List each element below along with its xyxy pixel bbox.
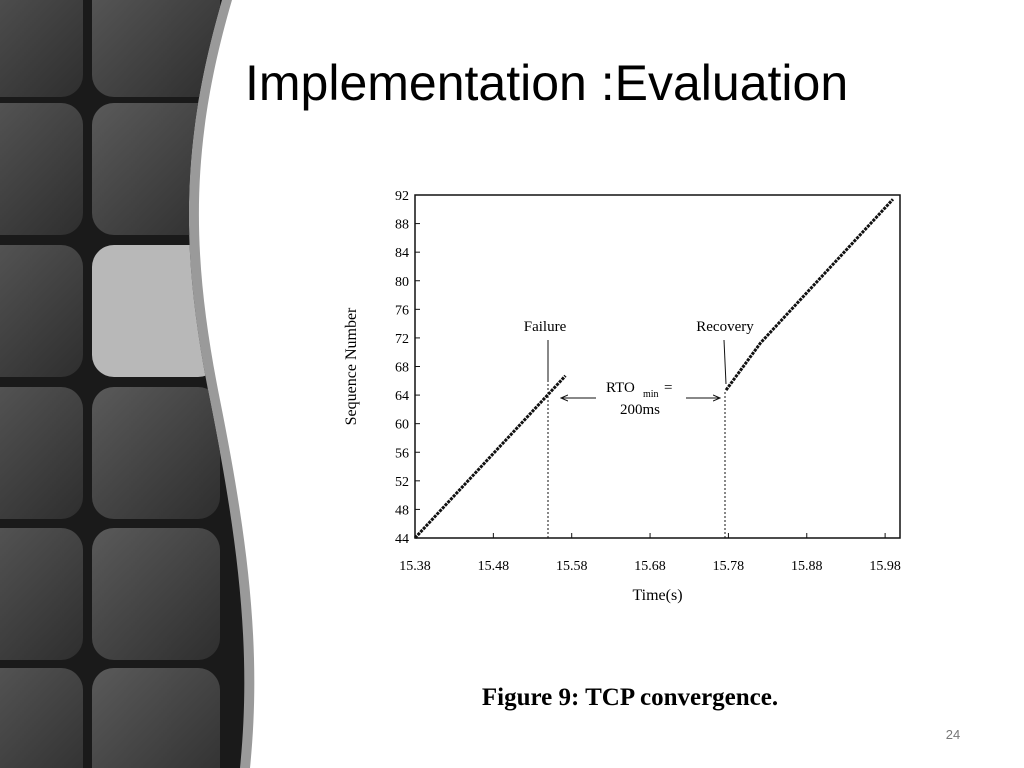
- y-tick-label: 84: [395, 246, 409, 261]
- decor-panel: [0, 0, 255, 768]
- x-tick-label: 15.48: [478, 559, 510, 574]
- recovery-pointer: [723, 339, 727, 385]
- y-tick-label: 72: [395, 332, 409, 347]
- x-tick-label: 15.78: [713, 559, 745, 574]
- annotation: Failure: [524, 319, 567, 335]
- annotation: =: [664, 380, 672, 396]
- chart: 44 48 52 56 60 64 68 72 76 80 84 88 92 15.38 15.48 15.5…: [343, 189, 901, 604]
- y-tick-label: 60: [395, 418, 409, 433]
- y-tick-label: 80: [395, 275, 409, 290]
- tile: [0, 668, 83, 768]
- tile: [92, 0, 220, 97]
- tile: [92, 668, 220, 768]
- data-line: [413, 374, 567, 540]
- plot-frame: [414, 194, 901, 539]
- y-tick-label: 56: [395, 446, 409, 461]
- x-tick-label: 15.38: [399, 559, 431, 574]
- x-axis-label: Time(s): [632, 587, 682, 604]
- tile: [0, 103, 83, 235]
- annotation: Recovery: [696, 319, 754, 335]
- x-tick-label: 15.88: [791, 559, 823, 574]
- tile: [92, 387, 220, 519]
- annotation: 200ms: [620, 402, 660, 418]
- y-tick-label: 76: [395, 303, 409, 318]
- y-tick-label: 92: [395, 189, 409, 204]
- tile: [0, 528, 83, 660]
- tile: [0, 387, 83, 519]
- tile: [92, 245, 220, 377]
- annotation: min: [643, 389, 659, 400]
- y-tick-label: 68: [395, 361, 409, 376]
- data-line: [724, 198, 895, 391]
- x-tick-label: 15.98: [869, 559, 901, 574]
- tile: [92, 103, 220, 235]
- y-tick-label: 88: [395, 218, 409, 233]
- y-axis-label: Sequence Number: [343, 307, 360, 425]
- page-number: 24: [946, 727, 960, 742]
- tile: [0, 0, 83, 97]
- x-tick-label: 15.68: [634, 559, 666, 574]
- tile: [92, 528, 220, 660]
- caption: Figure 9: TCP convergence.: [482, 684, 778, 711]
- y-tick-label: 64: [395, 389, 409, 404]
- y-tick-label: 48: [395, 503, 409, 518]
- x-tick-label: 15.58: [556, 559, 588, 574]
- y-tick-label: 52: [395, 475, 409, 490]
- annotation: RTO: [606, 380, 635, 396]
- y-tick-label: 44: [395, 532, 409, 547]
- slide-title: Implementation :Evaluation: [245, 55, 848, 111]
- tile: [0, 245, 83, 377]
